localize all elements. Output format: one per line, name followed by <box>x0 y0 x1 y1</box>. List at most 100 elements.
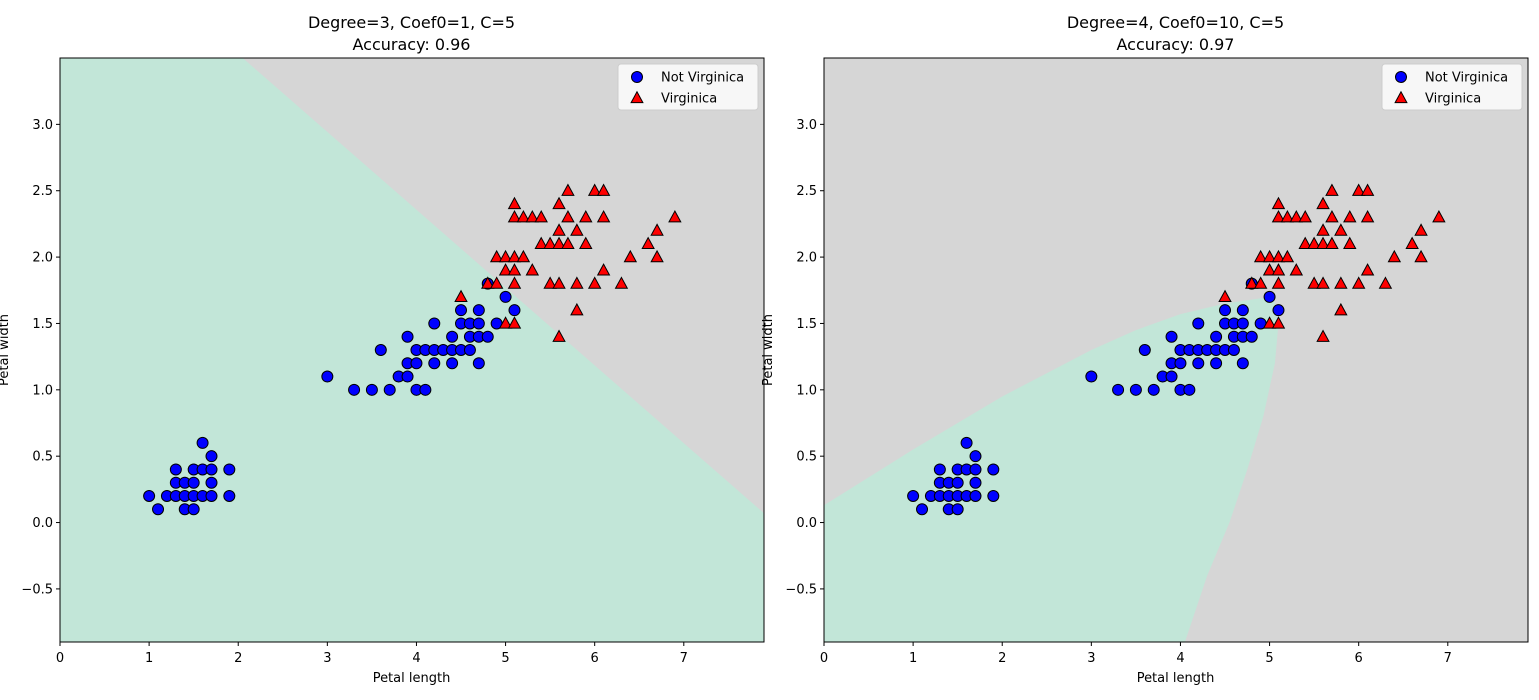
y-tick-label: 3.0 <box>796 118 817 133</box>
legend-marker-triangle <box>630 90 644 104</box>
data-point <box>1210 330 1223 343</box>
data-point <box>1227 344 1240 356</box>
data-point <box>1138 344 1151 356</box>
data-point <box>508 304 521 317</box>
y-axis-label: Petal width <box>0 314 12 386</box>
data-point <box>1414 249 1428 263</box>
data-point <box>1253 249 1268 263</box>
data-point <box>1245 330 1258 343</box>
data-point <box>1262 249 1277 263</box>
subplot-degree3: Degree=3, Coef0=1, C=5 Accuracy: 0.96 Pe… <box>0 13 765 686</box>
data-point <box>1219 304 1232 317</box>
data-point <box>561 183 575 196</box>
data-point <box>498 249 513 263</box>
data-point <box>507 196 522 210</box>
data-point <box>374 344 387 356</box>
data-point <box>1316 276 1330 289</box>
chart-title: Degree=3, Coef0=1, C=5 <box>308 13 515 32</box>
x-tick-label: 2 <box>998 651 1006 666</box>
y-tick-label: 0.0 <box>32 516 53 531</box>
plot-area: 0 1 2 3 4 5 6 7 −0.5 0.0 0.5 1.0 1.5 2.0 2.5 3.0 Not Vir… <box>21 57 765 666</box>
data-point <box>205 463 218 476</box>
data-point <box>1262 316 1277 329</box>
data-point <box>650 223 664 236</box>
y-tick-label: −0.5 <box>785 582 817 597</box>
data-point <box>552 196 566 210</box>
x-tick-label: 3 <box>323 651 331 666</box>
x-tick-label: 7 <box>1444 651 1452 666</box>
data-point <box>1360 183 1375 196</box>
data-point <box>960 436 973 449</box>
data-point <box>507 210 522 223</box>
data-point <box>401 330 414 343</box>
data-point <box>223 463 236 476</box>
data-point <box>543 236 557 249</box>
y-tick-label: 2.0 <box>796 251 817 266</box>
data-point <box>1432 210 1446 223</box>
data-point <box>152 503 165 516</box>
data-point <box>1414 223 1428 236</box>
x-tick-label: 1 <box>909 651 917 666</box>
legend-box <box>617 63 759 111</box>
legend-label: Virginica <box>1425 92 1481 107</box>
x-tick-label: 0 <box>820 651 828 666</box>
data-point <box>1334 276 1348 289</box>
data-point <box>507 249 522 263</box>
legend-marker-triangle <box>1394 90 1408 104</box>
data-point <box>1316 329 1330 342</box>
data-point <box>1298 210 1312 223</box>
series-not-virginica <box>143 277 521 516</box>
data-point <box>987 490 1000 502</box>
y-tick-label: 0.5 <box>32 450 53 465</box>
data-point <box>1289 263 1304 276</box>
data-point <box>579 210 593 223</box>
data-point <box>1343 236 1357 249</box>
data-point <box>472 357 485 370</box>
data-point <box>641 236 655 249</box>
data-point <box>365 383 378 396</box>
data-point <box>1316 196 1330 210</box>
data-point <box>205 476 218 489</box>
y-tick-label: 0.5 <box>796 450 817 465</box>
data-point <box>321 370 334 383</box>
data-point <box>552 236 566 249</box>
x-tick-label: 6 <box>1355 651 1363 666</box>
y-tick-label: 1.5 <box>796 317 817 332</box>
data-point <box>1271 210 1286 223</box>
x-tick-label: 0 <box>56 651 64 666</box>
data-point <box>1334 223 1348 236</box>
data-point <box>916 503 929 516</box>
x-axis-label: Petal length <box>373 671 451 686</box>
data-point <box>348 383 361 396</box>
axes-frame <box>823 57 1529 643</box>
legend: Not Virginica Virginica <box>617 63 759 111</box>
data-point <box>1183 383 1196 396</box>
data-point <box>410 357 423 370</box>
data-point <box>1280 210 1295 223</box>
data-point <box>650 249 664 263</box>
data-point <box>1387 249 1402 263</box>
data-point <box>614 276 629 289</box>
data-point <box>1325 183 1339 196</box>
x-axis-label: Petal length <box>1137 671 1215 686</box>
data-point <box>1316 223 1330 236</box>
y-tick-label: 0.0 <box>796 516 817 531</box>
y-tick-label: 2.5 <box>796 184 817 199</box>
data-point <box>1360 263 1375 276</box>
data-point <box>570 276 584 289</box>
data-point <box>552 276 566 289</box>
y-tick-label: 2.5 <box>32 184 53 199</box>
legend-marker-circle <box>1395 71 1407 83</box>
data-point <box>446 330 459 343</box>
data-point <box>1307 236 1321 249</box>
data-point <box>534 210 548 223</box>
legend-box <box>1381 63 1523 111</box>
data-point <box>933 463 946 476</box>
y-tick-label: 1.0 <box>32 383 53 398</box>
data-point <box>489 276 504 289</box>
data-point <box>1165 330 1178 343</box>
data-point <box>401 370 414 383</box>
data-point <box>570 223 584 236</box>
data-point <box>1271 263 1286 276</box>
